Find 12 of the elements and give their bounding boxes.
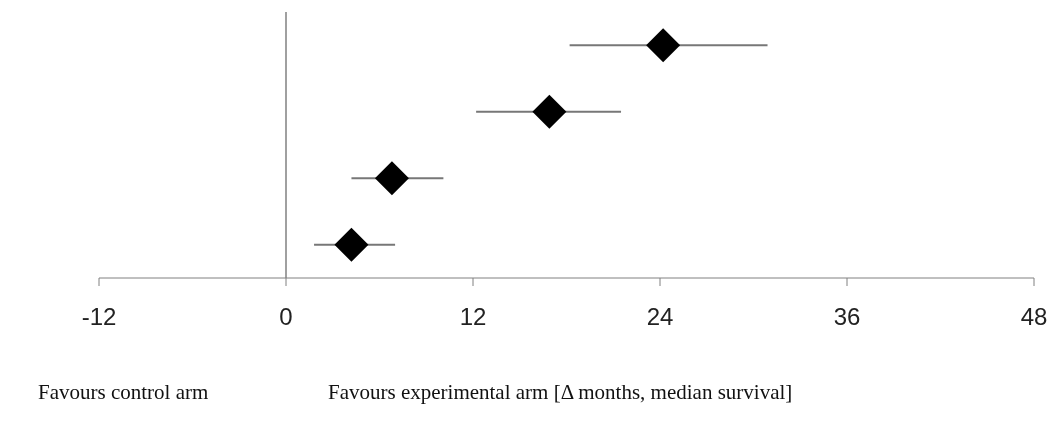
x-tick-label: 12 bbox=[459, 303, 487, 331]
text: Favours control arm bbox=[38, 380, 209, 405]
x-tick-label: 24 bbox=[646, 303, 674, 331]
point bbox=[334, 227, 369, 262]
x-tick-label: 0 bbox=[279, 303, 293, 331]
point bbox=[646, 28, 681, 63]
point bbox=[374, 161, 409, 196]
x-tick-label: 48 bbox=[1020, 303, 1048, 331]
x-tick-label: 36 bbox=[833, 303, 861, 331]
point bbox=[532, 94, 567, 129]
x-tick-label: -12 bbox=[81, 303, 117, 331]
text: Favours experimental arm [Δ months, median survival] bbox=[328, 380, 793, 405]
